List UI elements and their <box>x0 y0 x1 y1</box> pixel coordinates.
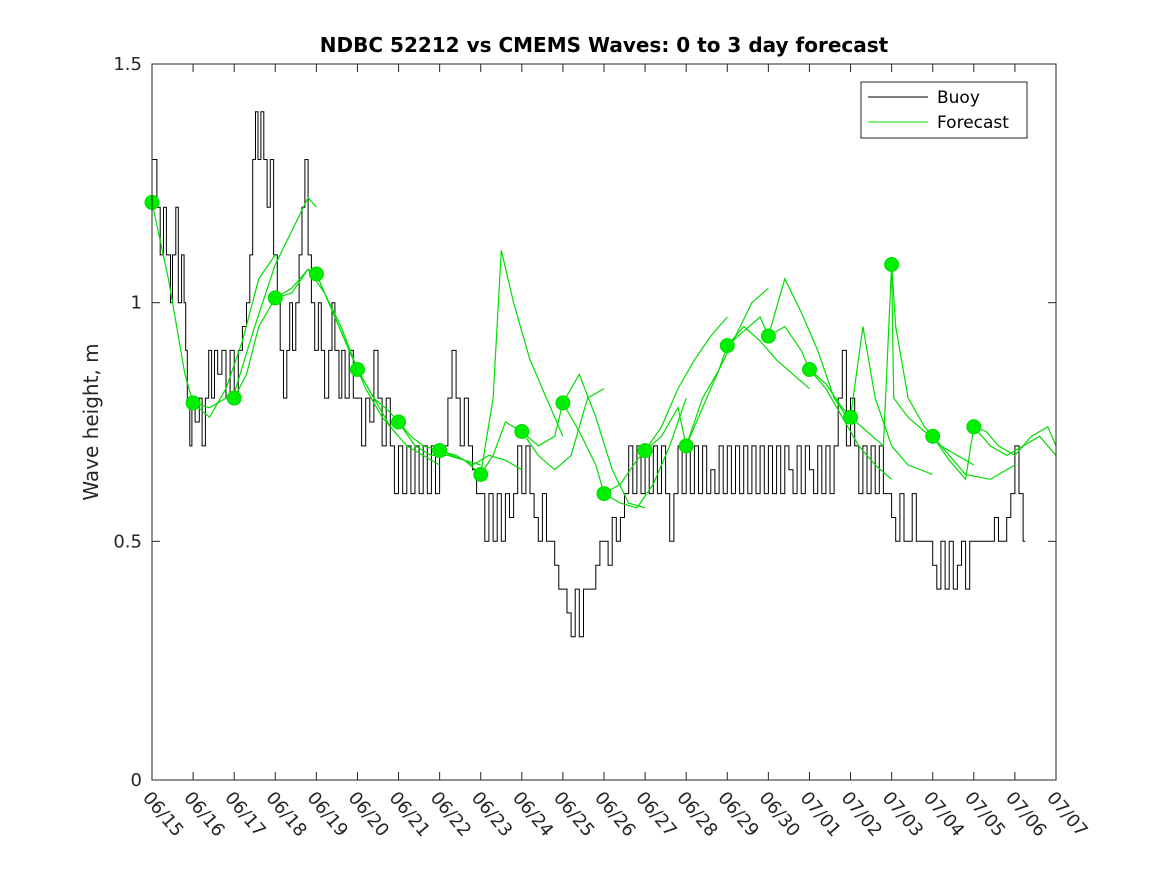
x-tick-label: 06/28 <box>672 788 721 841</box>
x-tick-label: 06/20 <box>344 788 393 841</box>
forecast-line <box>562 397 687 509</box>
forecast-marker <box>966 419 982 435</box>
x-tick-label: 06/27 <box>631 788 680 841</box>
x-tick-label: 06/29 <box>713 788 762 841</box>
legend-box <box>860 81 1028 139</box>
forecast-marker <box>719 338 735 354</box>
forecast-line <box>685 325 810 447</box>
x-tick-label: 06/18 <box>261 788 310 841</box>
forecast-marker <box>802 362 817 377</box>
buoy-series <box>152 111 1026 638</box>
forecast-marker <box>514 424 530 439</box>
y-axis: 0 0.5 1 1.5 <box>113 54 1056 791</box>
y-tick-label: 0 <box>131 770 142 791</box>
x-tick-label: 07/06 <box>1001 788 1050 841</box>
forecast-line <box>726 277 851 423</box>
forecast-line <box>644 287 769 452</box>
forecast-line <box>768 325 892 480</box>
x-tick-label: 06/26 <box>590 788 639 841</box>
forecast-marker <box>308 266 324 282</box>
forecast-marker <box>473 467 489 482</box>
forecast-marker <box>226 390 242 406</box>
forecast-series <box>151 196 1057 509</box>
forecast-marker <box>391 414 406 430</box>
plot-area <box>144 63 1057 781</box>
forecast-line <box>398 421 523 471</box>
forecast-line <box>932 425 1057 481</box>
legend-label-buoy: Buoy <box>937 88 980 108</box>
y-tick-label: 1 <box>131 293 142 314</box>
x-tick-label: 06/17 <box>220 788 269 841</box>
forecast-line <box>439 250 564 476</box>
forecast-marker <box>185 395 201 411</box>
x-tick-label: 06/15 <box>138 788 187 841</box>
x-tick-label: 06/30 <box>755 788 804 841</box>
x-tick-label: 07/04 <box>919 788 968 841</box>
forecast-marker <box>760 328 776 344</box>
forecast-line <box>603 316 728 495</box>
chart-title: NDBC 52212 vs CMEMS Waves: 0 to 3 day fo… <box>320 33 889 57</box>
x-tick-label: 06/22 <box>426 788 475 841</box>
y-tick-label: 0.5 <box>113 531 142 552</box>
forecast-marker <box>350 362 365 377</box>
x-tick-label: 07/03 <box>878 788 927 841</box>
x-tick-label: 06/23 <box>467 788 516 841</box>
forecast-marker <box>843 409 858 425</box>
x-tick-label: 06/25 <box>549 788 598 841</box>
forecast-line <box>192 196 317 409</box>
y-tick-label: 1.5 <box>113 54 142 75</box>
forecast-marker <box>884 257 900 272</box>
x-tick-label: 07/02 <box>837 788 886 841</box>
forecast-line <box>151 202 276 419</box>
x-tick-label: 07/07 <box>1042 788 1091 841</box>
forecast-marker <box>267 290 283 306</box>
forecast-markers <box>144 194 982 502</box>
forecast-marker <box>432 443 448 459</box>
forecast-marker <box>925 428 941 444</box>
legend-label-forecast: Forecast <box>937 113 1009 133</box>
y-axis-label: Wave height, m <box>79 343 103 500</box>
forecast-line <box>233 268 359 399</box>
forecast-line <box>480 388 605 475</box>
buoy-line <box>152 111 1026 638</box>
legend: Buoy Forecast <box>860 81 1028 139</box>
x-tick-label: 06/21 <box>385 788 434 841</box>
forecast-line <box>973 425 1057 457</box>
x-tick-label: 06/16 <box>179 788 228 841</box>
forecast-marker <box>555 395 571 411</box>
forecast-line <box>521 372 646 509</box>
x-tick-label: 07/01 <box>796 788 845 841</box>
x-tick-label: 06/24 <box>508 788 557 841</box>
plot-background <box>152 64 1056 780</box>
forecast-marker <box>596 486 612 502</box>
x-tick-label: 06/19 <box>303 788 352 841</box>
x-tick-label: 07/05 <box>960 788 1009 841</box>
forecast-line <box>809 326 933 476</box>
forecast-marker <box>637 443 653 459</box>
forecast-marker <box>678 438 694 454</box>
